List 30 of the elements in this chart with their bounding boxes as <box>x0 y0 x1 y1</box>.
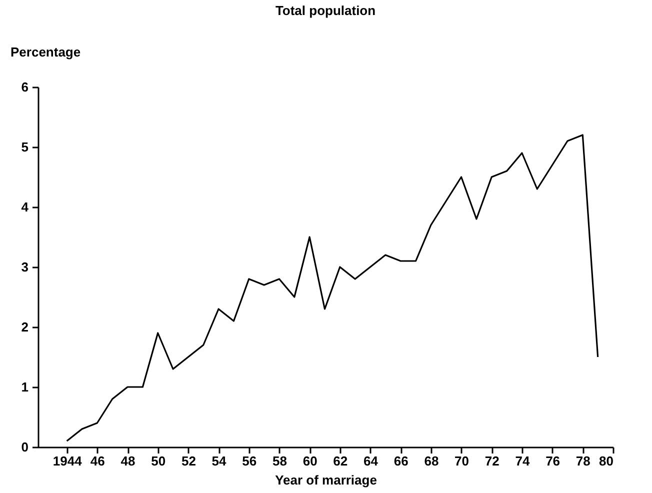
y-axis-title: Percentage <box>10 44 81 60</box>
y-tick-label: 1 <box>21 380 28 394</box>
y-tick-label: 2 <box>21 320 28 334</box>
y-tick-label: 3 <box>21 260 28 274</box>
x-tick-label: 60 <box>302 454 318 468</box>
x-tick-label: 62 <box>333 454 348 468</box>
x-tick-label: 74 <box>515 454 530 468</box>
x-tick-label: 70 <box>454 454 470 468</box>
x-tick-label: 80 <box>599 454 614 468</box>
x-tick-label: 76 <box>546 454 560 468</box>
x-tick-label: 66 <box>394 454 408 468</box>
x-tick-label: 56 <box>242 454 257 468</box>
x-tick-label: 46 <box>90 454 105 468</box>
y-tick-label: 4 <box>21 200 30 214</box>
y-tick-label: 5 <box>21 140 28 154</box>
x-tick-label: 68 <box>424 454 439 468</box>
x-tick-label: 78 <box>576 454 590 468</box>
x-tick-label: 58 <box>272 454 287 468</box>
y-tick-label: 0 <box>21 440 28 454</box>
y-tick-label: 6 <box>21 80 28 94</box>
x-tick-label: 50 <box>151 454 166 468</box>
x-tick-label: 64 <box>364 454 379 468</box>
x-tick-label: 48 <box>120 454 136 468</box>
x-axis-title: Year of marriage <box>275 472 377 488</box>
chart-title: Total population <box>275 3 376 18</box>
x-tick-label: 54 <box>212 454 228 468</box>
x-tick-label: 72 <box>484 454 500 468</box>
x-tick-label: 52 <box>181 454 196 468</box>
x-tick-label: 1944 <box>52 454 83 468</box>
line-series <box>66 134 599 442</box>
